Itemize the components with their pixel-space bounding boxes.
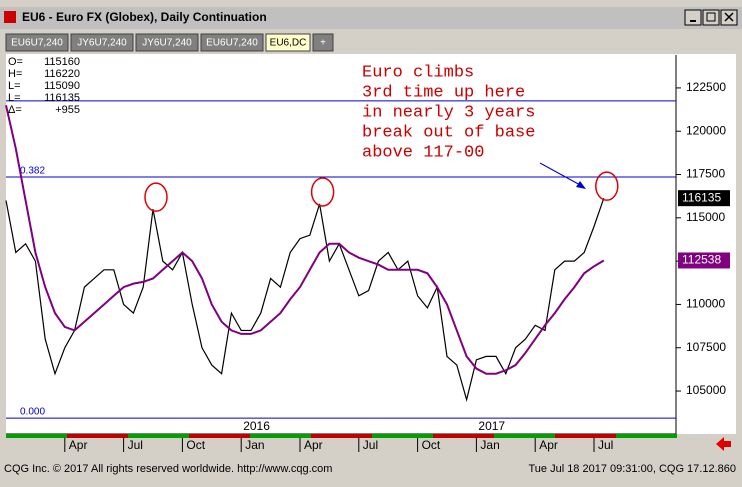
maximize-button[interactable] [702, 9, 720, 26]
arrow-head [576, 181, 586, 189]
y-tick-label: 117500 [686, 167, 725, 181]
session-strip [67, 434, 128, 438]
info-value: 116135 [44, 92, 80, 104]
info-value: 116220 [44, 68, 80, 80]
annotation-arrow [539, 162, 586, 189]
title-bar [0, 7, 742, 29]
tab-label[interactable]: + [320, 38, 326, 49]
x-tick-label: Jan [245, 438, 264, 452]
x-tick-label: Apr [304, 438, 323, 452]
annotation-line: in nearly 3 years [362, 103, 535, 122]
y-tick-label: 105000 [686, 383, 726, 397]
window-title: EU6 - Euro FX (Globex), Daily Continuati… [22, 10, 267, 24]
info-value: +955 [55, 104, 80, 116]
annotation-line: 3rd time up here [362, 83, 525, 102]
y-tick-label: 107500 [686, 340, 726, 354]
footer-right: Tue Jul 18 2017 09:31:00, CQG 17.12.860 [528, 463, 736, 475]
session-strip [372, 434, 433, 438]
arrow-line [539, 162, 583, 187]
highlight-circle [310, 177, 335, 207]
tab-label[interactable]: EU6U7,240 [11, 38, 63, 49]
tab-label[interactable]: EU6,DC [270, 38, 307, 49]
session-strip [128, 434, 189, 438]
x-tick-label: Apr [69, 438, 88, 452]
annotation-line: above 117-00 [362, 143, 484, 162]
info-label: H= [8, 68, 22, 80]
info-label: L= [8, 92, 21, 104]
tab[interactable] [70, 33, 134, 52]
session-strip [616, 434, 677, 438]
back-arrow[interactable] [716, 437, 731, 451]
maximize-glyph [706, 12, 716, 22]
close-glyph [724, 12, 734, 22]
annotation-line: break out of base [362, 123, 535, 142]
window-buttons[interactable] [684, 9, 738, 26]
year-label: 2016 [243, 419, 270, 433]
tab-label[interactable]: JY6U7,240 [142, 38, 192, 49]
tab[interactable] [312, 33, 334, 52]
chart: 1050001075001100001125001150001175001200… [5, 55, 730, 452]
fib-label: 0.382 [20, 166, 45, 177]
x-tick-label: Jan [480, 438, 499, 452]
info-value: 115090 [44, 80, 80, 92]
x-tick-label: Jul [598, 438, 613, 452]
annotation-line: Euro climbs [362, 63, 474, 82]
session-strip [555, 434, 616, 438]
minimize-button[interactable] [684, 9, 702, 26]
fib-label: 0.000 [20, 407, 45, 418]
tab-label[interactable]: JY6U7,240 [77, 38, 127, 49]
year-label: 2017 [478, 419, 505, 433]
y-tick-label: 110000 [686, 297, 725, 311]
tab-label[interactable]: EU6U7,240 [206, 38, 258, 49]
info-value: 115160 [44, 56, 80, 68]
footer-left: CQG Inc. © 2017 All rights reserved worl… [4, 463, 332, 475]
session-strip [189, 434, 250, 438]
tab[interactable] [5, 33, 69, 52]
chart-area [6, 54, 736, 434]
session-strip [494, 434, 555, 438]
last-price-box [678, 190, 730, 207]
tab[interactable] [135, 33, 199, 52]
series-line [5, 105, 605, 375]
x-tick-label: Jul [128, 438, 143, 452]
info-label: L= [8, 80, 21, 92]
session-strip [6, 434, 67, 438]
info-label: O= [8, 56, 23, 68]
y-tick-label: 120000 [686, 123, 726, 137]
last-price-label: 112538 [682, 253, 721, 267]
tab-bar: EU6U7,240 JY6U7,240 JY6U7,240 EU6U7,240 EU6,… [5, 33, 334, 52]
session-strip [250, 434, 311, 438]
tab[interactable] [265, 33, 311, 52]
tab[interactable] [200, 33, 264, 52]
last-price-box [678, 252, 730, 269]
y-tick-label: 115000 [686, 210, 725, 224]
x-tick-label: Oct [186, 438, 205, 452]
session-strip [311, 434, 372, 438]
info-label: Δ= [8, 104, 22, 116]
last-price-label: 116135 [682, 190, 721, 204]
status-bar [0, 458, 742, 482]
x-tick-label: Jul [363, 438, 378, 452]
highlight-circle [595, 171, 619, 201]
x-tick-label: Apr [539, 438, 558, 452]
y-tick-label: 122500 [686, 80, 726, 94]
session-strip [433, 434, 494, 438]
app-icon [4, 11, 16, 23]
highlight-circle [144, 182, 168, 212]
x-tick-label: Oct [422, 438, 441, 452]
